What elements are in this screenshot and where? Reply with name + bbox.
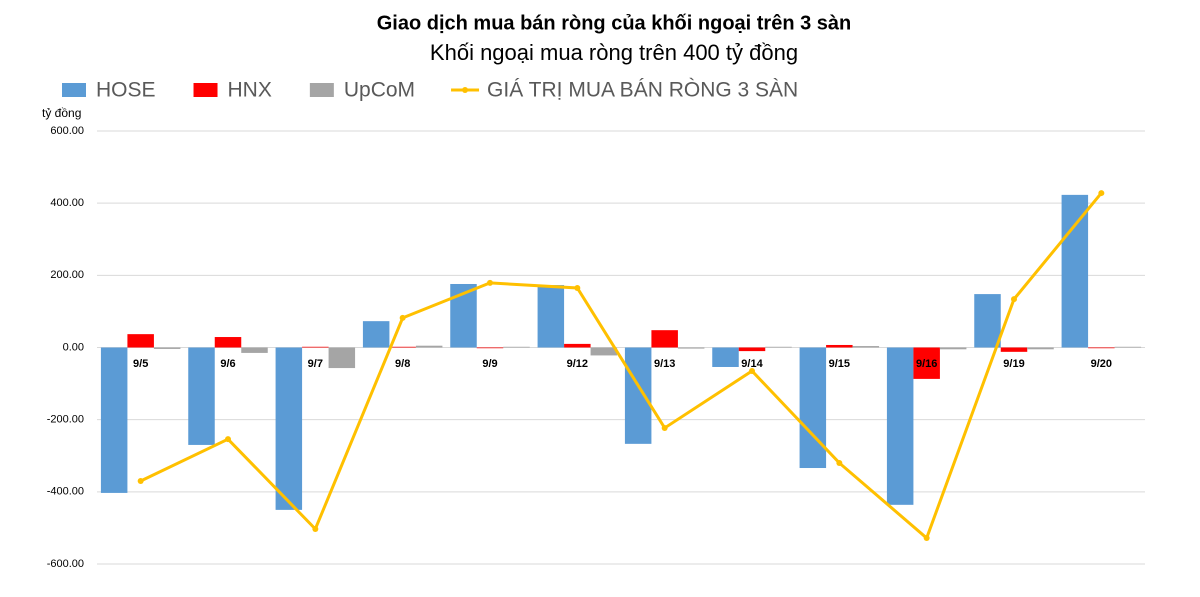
bar	[241, 347, 268, 353]
y-tick-label: -200.00	[47, 414, 84, 426]
legend-marker	[193, 83, 218, 97]
bar	[275, 347, 303, 510]
bar	[712, 347, 739, 367]
bar	[913, 347, 940, 379]
x-tick-label: 9/7	[308, 358, 323, 370]
y-axis-label: tỷ đồng	[42, 106, 81, 120]
line-point	[312, 525, 319, 532]
line	[140, 192, 1103, 541]
y-tick-label: 600.00	[50, 125, 84, 137]
bar	[537, 285, 565, 348]
bar	[153, 347, 181, 349]
x-tick-label: 9/14	[741, 358, 763, 370]
line-point	[661, 424, 668, 431]
bar	[1088, 347, 1115, 349]
x-tick-label: 9/13	[654, 358, 675, 370]
x-tick-label: 9/16	[916, 358, 937, 370]
legend-marker	[309, 83, 334, 97]
line-point	[574, 284, 581, 291]
bar	[1000, 347, 1028, 352]
bar	[799, 347, 827, 469]
bar	[389, 346, 416, 348]
bar	[826, 344, 853, 348]
chart-subtitle: Khối ngoại mua ròng trên 400 tỷ đồng	[430, 40, 798, 65]
line-point	[487, 279, 493, 286]
bar	[939, 347, 967, 350]
x-tick-label: 9/9	[482, 358, 497, 370]
bar	[415, 345, 443, 348]
bar	[738, 347, 766, 352]
line-point	[1098, 190, 1105, 197]
line-point	[399, 314, 406, 321]
bar	[1027, 347, 1054, 350]
y-tick-label: 0.00	[63, 341, 84, 353]
legend-label: UpCoM	[344, 79, 415, 102]
y-tick-label: -400.00	[47, 486, 84, 498]
legend-label: HOSE	[96, 79, 156, 102]
bar	[564, 343, 591, 348]
bar	[302, 346, 329, 348]
line-point	[225, 436, 231, 443]
line-point	[137, 478, 144, 485]
bar	[590, 347, 618, 356]
bar	[974, 294, 1001, 348]
bar	[362, 321, 390, 348]
chart-title: Giao dịch mua bán ròng của khối ngoại tr…	[377, 12, 852, 34]
bar	[100, 347, 128, 493]
y-tick-label: -600.00	[47, 558, 84, 570]
bar	[1061, 194, 1089, 348]
line-point	[749, 367, 755, 374]
bar	[214, 337, 242, 348]
x-tick-label: 9/12	[567, 358, 588, 370]
bar	[503, 346, 530, 348]
bar	[328, 347, 356, 369]
line-point	[1011, 296, 1017, 303]
bar	[188, 347, 215, 445]
legend-marker-dot	[462, 87, 469, 93]
bar	[1114, 346, 1142, 348]
x-tick-label: 9/8	[395, 358, 410, 370]
y-tick-label: 200.00	[50, 269, 84, 281]
bar	[651, 330, 678, 348]
line-point	[923, 535, 930, 542]
bar	[624, 347, 652, 444]
x-tick-label: 9/6	[220, 358, 235, 370]
legend-marker	[62, 83, 86, 97]
x-tick-label: 9/15	[829, 358, 850, 370]
x-tick-label: 9/5	[133, 358, 148, 370]
bar	[765, 346, 792, 348]
legend-label: GIÁ TRỊ MUA BÁN RÒNG 3 SÀN	[487, 79, 798, 102]
x-tick-label: 9/20	[1091, 358, 1112, 370]
bar	[476, 347, 504, 349]
y-tick-label: 400.00	[50, 197, 84, 209]
bar	[852, 346, 880, 348]
bar	[886, 347, 914, 505]
bar	[127, 334, 154, 348]
legend-label: HNX	[228, 79, 272, 102]
line-point	[836, 459, 843, 466]
bar	[677, 347, 705, 349]
x-tick-label: 9/19	[1003, 358, 1024, 370]
